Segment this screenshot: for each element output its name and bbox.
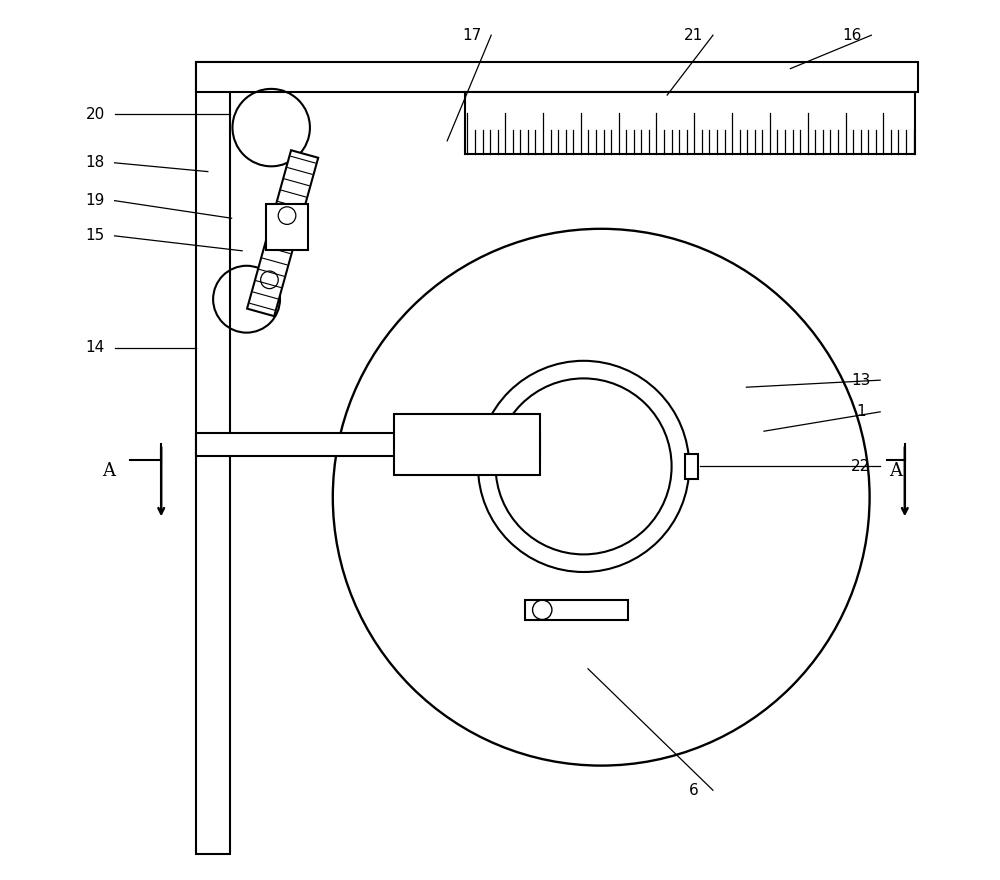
Text: 22: 22	[851, 458, 870, 474]
Bar	[465, 92, 915, 154]
Text: A: A	[102, 462, 115, 480]
Polygon shape	[247, 150, 318, 316]
Text: 14: 14	[86, 340, 105, 356]
Text: 17: 17	[462, 27, 481, 43]
Text: 19: 19	[86, 193, 105, 209]
Bar	[196, 62, 230, 854]
Bar	[525, 600, 628, 620]
Text: 21: 21	[684, 27, 703, 43]
Text: A: A	[890, 462, 903, 480]
Bar	[685, 454, 698, 479]
Bar	[196, 433, 540, 456]
Text: 15: 15	[86, 228, 105, 244]
Bar	[266, 204, 308, 250]
Text: 16: 16	[842, 27, 862, 43]
Text: 18: 18	[86, 155, 105, 171]
Bar	[196, 62, 918, 92]
Text: 6: 6	[689, 782, 698, 798]
Text: 13: 13	[851, 372, 870, 388]
Text: 1: 1	[856, 404, 866, 420]
Text: 20: 20	[86, 106, 105, 122]
Bar	[394, 414, 540, 475]
